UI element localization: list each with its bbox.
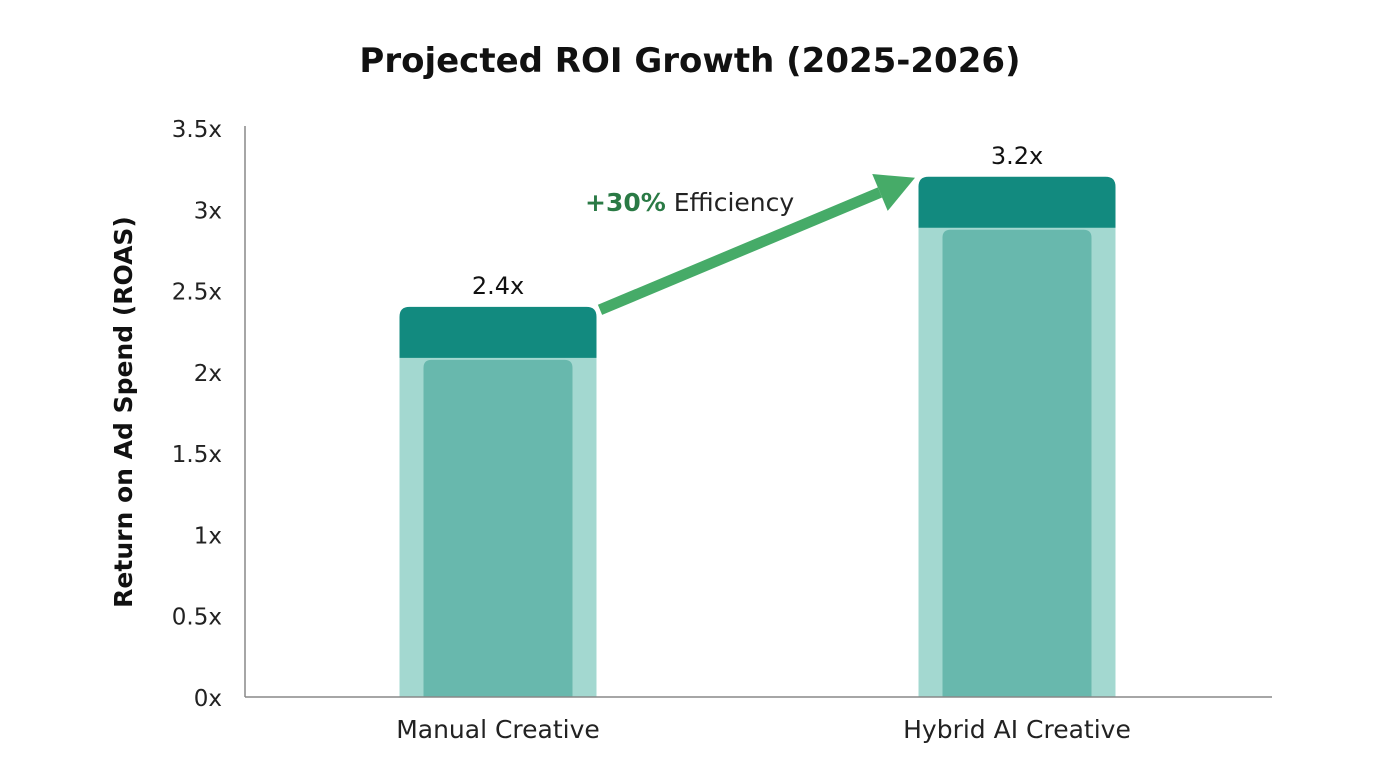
x-category-label: Hybrid AI Creative xyxy=(903,715,1131,744)
arrow-shaft xyxy=(597,187,883,315)
bar-top xyxy=(918,176,1116,228)
efficiency-arrow xyxy=(597,174,915,315)
bar-data-label: 3.2x xyxy=(991,142,1043,170)
bar-data-label: 2.4x xyxy=(472,272,524,300)
y-axis-label: Return on Ad Spend (ROAS) xyxy=(109,216,138,608)
y-tick-label: 2x xyxy=(194,361,222,387)
bar-2: 3.2x Hybrid AI Creative xyxy=(903,142,1131,744)
annotation-text: Efficiency xyxy=(666,188,795,217)
y-tick-label: 3.5x xyxy=(172,117,222,143)
y-tick-label: 0x xyxy=(194,686,222,712)
annotation-highlight: +30% xyxy=(585,188,666,217)
bar-1: 2.4x Manual Creative xyxy=(396,272,600,744)
bar-inner xyxy=(942,229,1092,697)
y-tick-label: 2.5x xyxy=(172,280,222,306)
y-tick-label: 0.5x xyxy=(172,605,222,631)
y-tick-label: 3x xyxy=(194,198,222,224)
x-category-label: Manual Creative xyxy=(396,715,600,744)
bar-inner xyxy=(423,359,573,697)
efficiency-annotation: +30% Efficiency xyxy=(585,188,794,217)
bar-top xyxy=(399,306,597,358)
y-tick-label: 1.5x xyxy=(172,442,222,468)
chart-title: Projected ROI Growth (2025-2026) xyxy=(359,41,1020,81)
arrow-head xyxy=(872,174,915,211)
y-tick-label: 1x xyxy=(194,523,222,549)
